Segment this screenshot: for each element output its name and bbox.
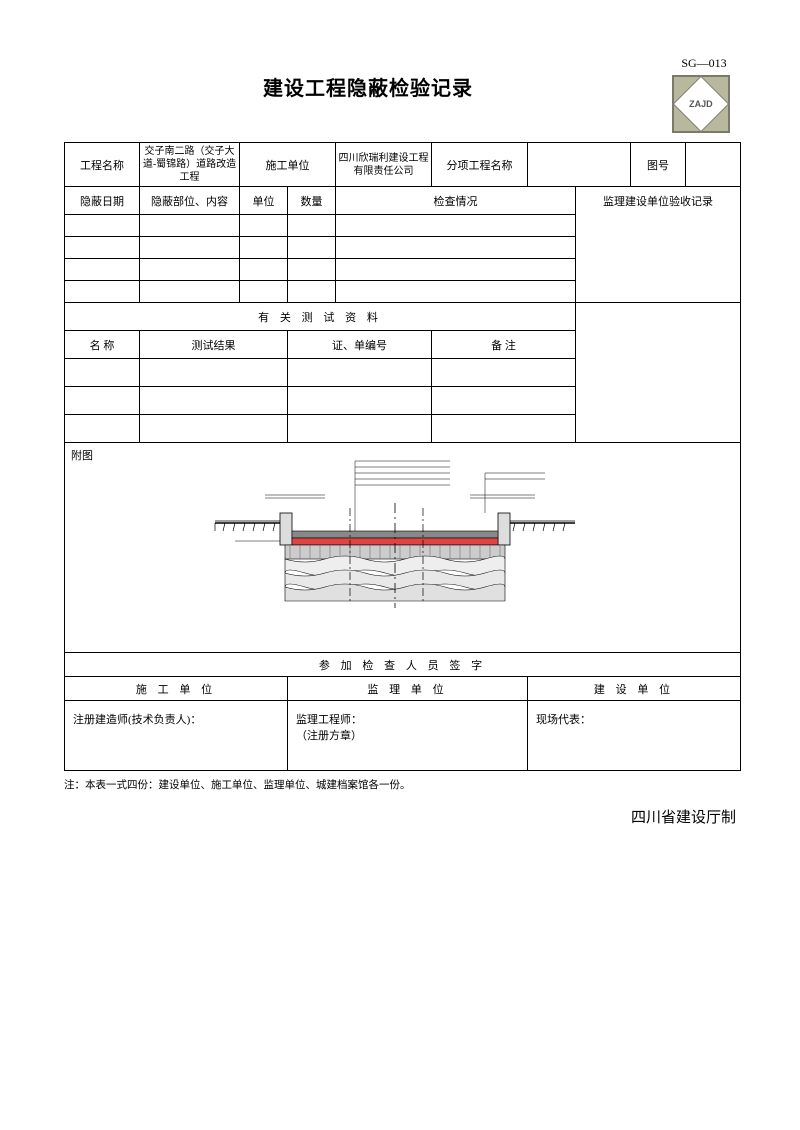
section-test-materials: 有 关 测 试 资 料 — [65, 303, 576, 331]
cell[interactable] — [65, 259, 140, 281]
label-qty: 数量 — [288, 187, 336, 215]
cell[interactable] — [432, 359, 576, 387]
cell[interactable] — [336, 281, 576, 303]
footnote: 注：本表一式四份：建设单位、施工单位、监理单位、城建档案馆各一份。 — [64, 777, 736, 792]
cell[interactable] — [288, 281, 336, 303]
cell[interactable] — [140, 415, 288, 443]
cell[interactable] — [288, 415, 432, 443]
label-cert-no: 证、单编号 — [288, 331, 432, 359]
cross-section-diagram-icon — [205, 453, 585, 643]
cell[interactable] — [336, 259, 576, 281]
cell[interactable] — [65, 215, 140, 237]
attachment-label: 附图 — [71, 450, 93, 462]
value-construction-unit: 四川欣瑞利建设工程有限责任公司 — [336, 143, 432, 187]
cell[interactable] — [140, 387, 288, 415]
sign-header-supervision: 监 理 单 位 — [288, 677, 528, 701]
cell[interactable] — [432, 415, 576, 443]
sign-body-construction[interactable]: 注册建造师(技术负责人)： — [65, 701, 288, 771]
cell[interactable] — [288, 259, 336, 281]
cell[interactable] — [140, 359, 288, 387]
cell[interactable] — [140, 237, 240, 259]
sign-body-owner[interactable]: 现场代表： — [528, 701, 741, 771]
cell[interactable] — [288, 359, 432, 387]
doc-code: SG—013 — [672, 56, 736, 71]
value-drawing-no[interactable] — [686, 143, 741, 187]
supervision-body[interactable] — [576, 303, 741, 443]
cell[interactable] — [432, 387, 576, 415]
label-subproject: 分项工程名称 — [432, 143, 528, 187]
label-note: 备 注 — [432, 331, 576, 359]
footer: 四川省建设厅制 — [64, 806, 736, 827]
value-project-name: 交子南二路（交子大道-蜀锦路）道路改造工程 — [140, 143, 240, 187]
form-table: 工程名称 交子南二路（交子大道-蜀锦路）道路改造工程 施工单位 四川欣瑞利建设工… — [64, 142, 741, 771]
cell[interactable] — [140, 259, 240, 281]
cell[interactable] — [65, 237, 140, 259]
sign-header-owner: 建 设 单 位 — [528, 677, 741, 701]
label-supervision-record: 监理建设单位验收记录 — [576, 187, 741, 303]
stamp-text: ZAJD — [689, 99, 713, 109]
cell[interactable] — [65, 281, 140, 303]
page-title: 建设工程隐蔽检验记录 — [64, 56, 672, 101]
header: 建设工程隐蔽检验记录 SG—013 ZAJD — [64, 56, 736, 126]
cell[interactable] — [288, 387, 432, 415]
label-content: 隐蔽部位、内容 — [140, 187, 240, 215]
label-project-name: 工程名称 — [65, 143, 140, 187]
label-test-name: 名 称 — [65, 331, 140, 359]
cell[interactable] — [336, 215, 576, 237]
sign-header-construction: 施 工 单 位 — [65, 677, 288, 701]
cell[interactable] — [288, 215, 336, 237]
label-test-result: 测试结果 — [140, 331, 288, 359]
label-construction-unit: 施工单位 — [240, 143, 336, 187]
cell[interactable] — [336, 237, 576, 259]
cell[interactable] — [65, 387, 140, 415]
cell[interactable] — [140, 281, 240, 303]
cell[interactable] — [240, 281, 288, 303]
stamp-icon: ZAJD — [672, 75, 730, 133]
cell[interactable] — [65, 359, 140, 387]
section-signatures: 参 加 检 查 人 员 签 字 — [65, 653, 741, 677]
cell[interactable] — [140, 215, 240, 237]
label-drawing-no: 图号 — [631, 143, 686, 187]
cell[interactable] — [288, 237, 336, 259]
cell[interactable] — [240, 237, 288, 259]
attachment-cell: 附图 — [65, 443, 741, 653]
cell[interactable] — [65, 415, 140, 443]
value-subproject[interactable] — [528, 143, 631, 187]
label-inspection: 检查情况 — [336, 187, 576, 215]
cell[interactable] — [240, 215, 288, 237]
sign-body-supervision[interactable]: 监理工程师：（注册方章） — [288, 701, 528, 771]
code-stamp-block: SG—013 ZAJD — [672, 56, 736, 133]
label-date: 隐蔽日期 — [65, 187, 140, 215]
cell[interactable] — [240, 259, 288, 281]
label-unit: 单位 — [240, 187, 288, 215]
